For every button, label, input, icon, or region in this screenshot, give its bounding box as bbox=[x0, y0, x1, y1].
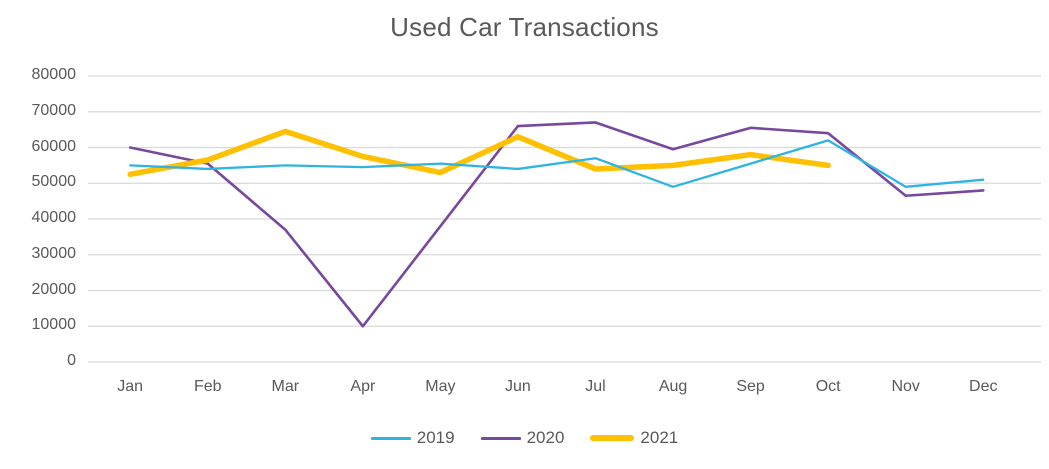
legend-line-swatch-2020 bbox=[480, 436, 521, 440]
x-axis-tick-label: Dec bbox=[969, 378, 998, 395]
chart-title: Used Car Transactions bbox=[390, 12, 659, 42]
x-axis-tick-label: Aug bbox=[658, 378, 688, 395]
y-axis-tick-label: 80000 bbox=[31, 66, 77, 83]
y-axis-tick-label: 10000 bbox=[31, 316, 77, 334]
y-axis-tick-label: 30000 bbox=[31, 244, 77, 262]
y-axis-tick-label: 0 bbox=[67, 352, 76, 369]
x-axis-tick-label: Jul bbox=[585, 378, 606, 395]
legend-line-swatch-2021 bbox=[590, 435, 635, 441]
legend-label: 2021 bbox=[640, 428, 679, 447]
y-axis-tick-label: 20000 bbox=[31, 280, 77, 298]
y-axis-tick-label: 50000 bbox=[31, 173, 77, 191]
x-axis-tick-label: May bbox=[425, 378, 456, 395]
series-line-2021 bbox=[127, 128, 831, 178]
x-axis-tick-label: Sep bbox=[736, 378, 765, 395]
x-axis-tick-label: Nov bbox=[891, 378, 920, 395]
legend-item-2021: 2021 bbox=[590, 428, 678, 448]
x-axis-tick-label: Oct bbox=[815, 378, 841, 395]
y-axis-tick-label: 60000 bbox=[31, 137, 77, 155]
x-axis-tick-label: Apr bbox=[350, 378, 376, 395]
x-axis-tick-label: Jun bbox=[505, 378, 531, 395]
legend-line-swatch-2019 bbox=[370, 436, 411, 440]
y-axis-tick-label: 70000 bbox=[31, 101, 77, 119]
x-axis-tick-label: Jan bbox=[117, 378, 144, 395]
legend-item-2019: 2019 bbox=[370, 428, 455, 448]
series-line-2019 bbox=[129, 139, 985, 188]
y-axis-tick-label: 40000 bbox=[31, 209, 77, 226]
legend-label: 2019 bbox=[416, 428, 455, 447]
series-line-2020 bbox=[128, 121, 985, 328]
legend-item-2020: 2020 bbox=[480, 428, 565, 448]
chart-legend: 2019 2020 2021 bbox=[0, 428, 1049, 448]
x-axis-tick-label: Feb bbox=[193, 378, 222, 395]
x-axis-tick-label: Mar bbox=[271, 378, 300, 395]
legend-label: 2020 bbox=[526, 428, 565, 447]
